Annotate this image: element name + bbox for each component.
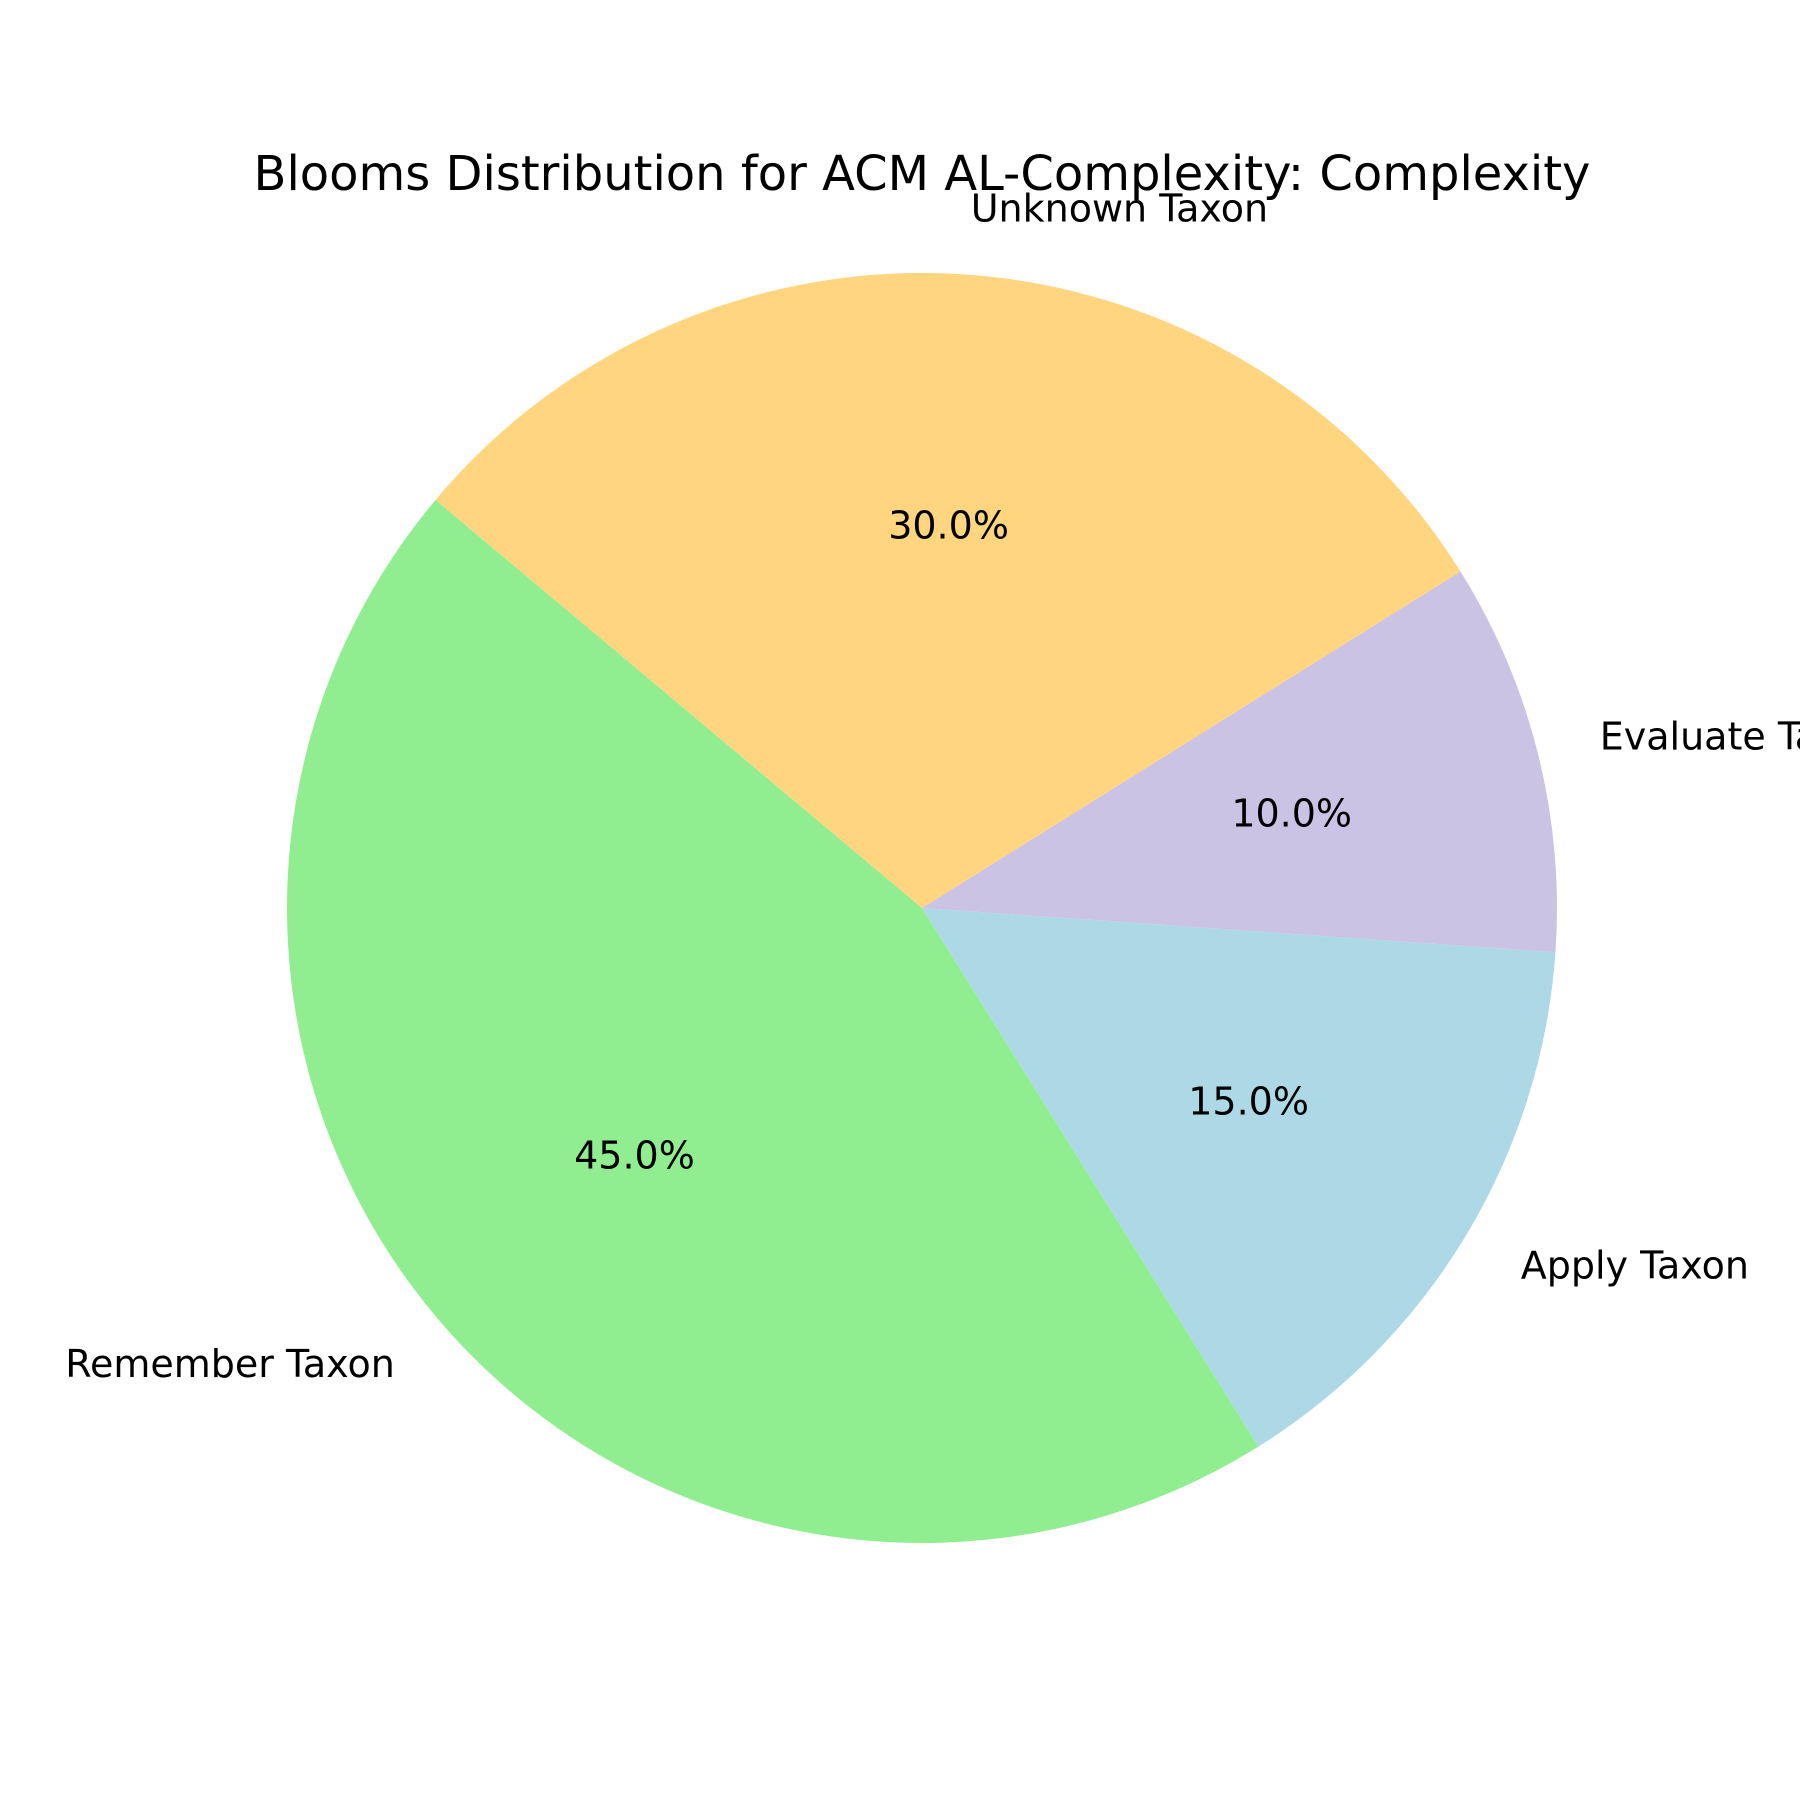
slice-label-apply-taxon: Apply Taxon: [1521, 1243, 1749, 1287]
pie-slice-apply-taxon: [922, 908, 1556, 1447]
chart-title: Blooms Distribution for ACM AL-Complexit…: [254, 146, 1591, 202]
pie-slice-remember-taxon: [287, 499, 1259, 1544]
pie-labels: Remember Taxon 45.0% Apply Taxon 15.0% Evalu…: [65, 187, 1800, 1386]
slice-percent-unknown-taxon: 30.0%: [888, 503, 1009, 547]
pie-slice-unknown-taxon: [435, 273, 1461, 908]
pie-slices: [287, 273, 1557, 1544]
slice-percent-apply-taxon: 15.0%: [1188, 1080, 1309, 1124]
slice-label-unknown-taxon: Unknown Taxon: [971, 187, 1268, 231]
pie-slice-evaluate-taxon: [922, 571, 1557, 953]
slice-percent-evaluate-taxon: 10.0%: [1231, 791, 1352, 835]
slice-label-remember-taxon: Remember Taxon: [65, 1342, 395, 1386]
slice-label-evaluate-taxon: Evaluate Taxon: [1600, 715, 1800, 759]
slice-percent-remember-taxon: 45.0%: [574, 1133, 695, 1177]
